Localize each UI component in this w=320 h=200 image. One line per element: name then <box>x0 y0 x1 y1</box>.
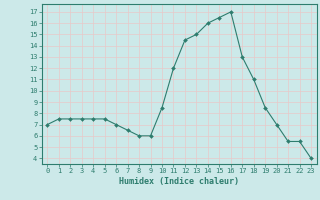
X-axis label: Humidex (Indice chaleur): Humidex (Indice chaleur) <box>119 177 239 186</box>
